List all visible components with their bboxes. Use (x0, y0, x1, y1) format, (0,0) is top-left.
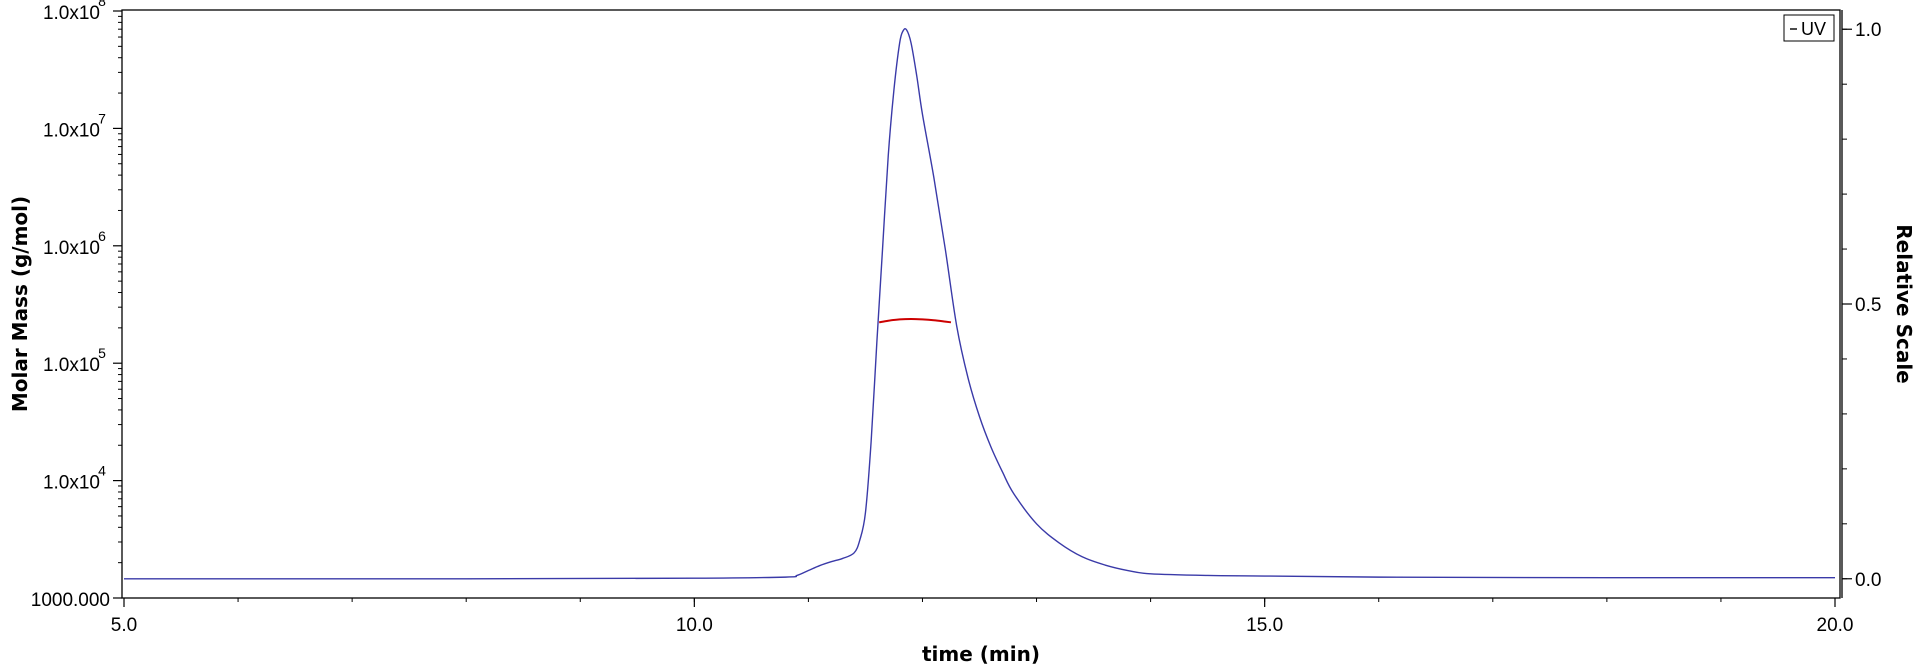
x-axis-title: time (min) (922, 642, 1040, 666)
series-line-uv (123, 27, 1836, 580)
legend: UV (1783, 14, 1835, 42)
y-left-tick-label: 1.0x10 (43, 355, 100, 376)
y-left-tick-exponent: 8 (98, 0, 106, 9)
legend-uv-label: UV (1801, 19, 1826, 39)
y-left-axis-ticks: 1000.0001.0x1041.0x1051.0x1061.0x1071.0x… (31, 0, 122, 611)
y-right-tick-label: 0.0 (1855, 570, 1881, 591)
y-right-axis-title: Relative Scale (1892, 224, 1916, 383)
y-left-tick-label: 1000.000 (31, 590, 110, 611)
y-left-tick-label: 1.0x10 (43, 120, 100, 141)
x-axis-ticks: 5.0 10.0 15.0 20.0 (111, 598, 1854, 636)
y-left-axis-title: Molar Mass (g/mol) (8, 196, 32, 412)
y-left-tick-exponent: 6 (98, 228, 106, 244)
x-tick-label: 10.0 (676, 615, 713, 636)
y-left-tick-exponent: 7 (98, 110, 106, 126)
x-tick-label: 5.0 (111, 615, 137, 636)
y-left-tick-label: 1.0x10 (43, 473, 100, 494)
y-right-tick-label: 0.5 (1855, 295, 1881, 316)
legend-box (1783, 14, 1835, 42)
y-right-axis-ticks: 0.0 0.5 1.0 (1842, 20, 1881, 591)
x-tick-label: 20.0 (1817, 615, 1854, 636)
series-line-molar-mass (878, 317, 952, 324)
plot-frame (121, 9, 1841, 599)
x-tick-label: 15.0 (1246, 615, 1283, 636)
y-left-tick-exponent: 5 (98, 345, 106, 361)
y-left-tick-label: 1.0x10 (43, 238, 100, 259)
y-left-tick-exponent: 4 (98, 463, 106, 479)
y-right-tick-label: 1.0 (1855, 20, 1881, 41)
series-layer (123, 27, 1836, 580)
y-left-tick-label: 1.0x10 (43, 3, 100, 24)
